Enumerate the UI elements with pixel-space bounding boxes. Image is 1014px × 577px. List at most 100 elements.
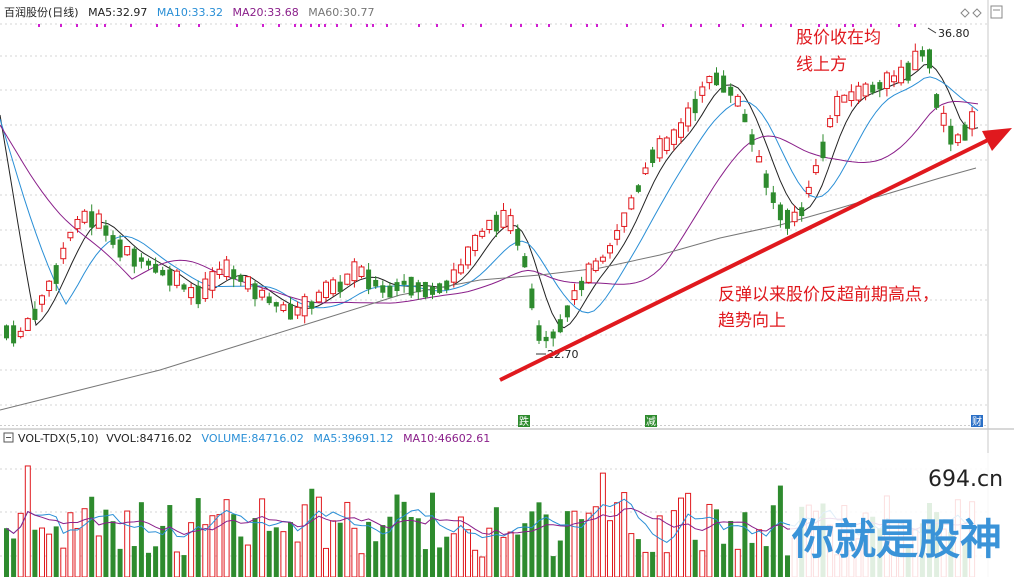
candle-up: [592, 260, 599, 271]
candle-down: [579, 280, 585, 291]
volume-bar-up: [330, 520, 337, 577]
candle-down: [4, 325, 9, 339]
candle-down: [11, 325, 17, 344]
volume-bar-down: [763, 546, 769, 577]
candle-up: [472, 234, 479, 252]
volume-bar-up: [74, 527, 81, 577]
volume-bar-down: [110, 521, 116, 577]
candle-up: [883, 72, 890, 89]
candle-down: [53, 265, 59, 284]
candle-down: [749, 134, 755, 145]
candle-up: [614, 230, 621, 240]
candle-down: [820, 141, 826, 159]
candle-up: [685, 107, 692, 127]
volume-bar-down: [273, 527, 279, 577]
volume-bar-down: [181, 555, 187, 577]
annotation-top-2: 线上方: [796, 55, 847, 75]
candle-up: [244, 276, 251, 290]
candle-down: [153, 263, 159, 273]
volume-bar-down: [635, 539, 641, 577]
signal-dot: [60, 24, 62, 27]
signal-dot: [350, 24, 352, 27]
volume-bar-up: [479, 556, 486, 577]
marker-fall[interactable]: [518, 415, 530, 427]
candle-down: [146, 260, 151, 266]
volume-bar-up: [621, 492, 628, 577]
candle-up: [756, 156, 763, 163]
signal-dot: [898, 24, 900, 27]
candle-down: [238, 275, 244, 282]
candle-up: [301, 296, 308, 317]
candle-up: [330, 279, 337, 295]
candle-down: [529, 288, 535, 309]
volume-bar-down: [692, 539, 698, 577]
diamond-outline-icon[interactable]: [972, 8, 982, 18]
volume-bar-down: [160, 525, 166, 577]
volume-bar-down: [380, 525, 386, 577]
candle-up: [706, 75, 713, 84]
volume-bar-down: [536, 502, 542, 577]
signal-dot: [870, 24, 872, 27]
volume-bar-down: [103, 509, 109, 577]
candle-up: [812, 165, 819, 174]
volume-bar-down: [408, 516, 414, 577]
signal-dot: [462, 24, 464, 27]
candle-up: [805, 186, 812, 195]
volume-bar-up: [223, 499, 230, 577]
candle-up: [323, 281, 329, 299]
candle-down: [770, 192, 776, 203]
candle-up: [124, 246, 131, 256]
signal-dot: [770, 24, 772, 27]
diamond-icon[interactable]: [960, 8, 970, 18]
candle-down: [415, 282, 421, 293]
volume-bar-down: [387, 516, 393, 577]
volume-bar-up: [614, 502, 621, 577]
annotation-mid-1: 反弹以来股价反超前期高点，: [718, 285, 939, 305]
volume-bar-up: [500, 536, 507, 577]
candle-up: [67, 231, 74, 239]
candle-up: [912, 50, 919, 71]
candle-up: [855, 85, 862, 101]
volume-bar-down: [366, 521, 372, 577]
candle-down: [160, 269, 166, 276]
volume-bar-up: [706, 503, 713, 577]
ma20-line: [0, 100, 979, 304]
volume-bar-down: [337, 522, 343, 577]
volume-bar-up: [173, 551, 180, 577]
collapse-icon[interactable]: [3, 432, 14, 443]
candle-up: [209, 271, 216, 291]
candle-up: [699, 86, 706, 96]
volume-bar-up: [216, 514, 223, 577]
volume-bar-up: [571, 510, 578, 577]
moving-averages: [0, 63, 979, 411]
candle-down: [138, 257, 144, 262]
volume-bar-up: [60, 547, 67, 577]
volume-bar-down: [309, 488, 315, 577]
candle-down: [948, 125, 954, 145]
volume-bar-up: [656, 515, 663, 577]
volume-bar-up: [344, 501, 351, 577]
volume-bar-down: [401, 501, 407, 577]
candle-up: [486, 219, 493, 230]
volume-bar-down: [777, 485, 783, 577]
restore-icon[interactable]: [990, 5, 1003, 19]
volume-bar-down: [4, 528, 9, 577]
candle-down: [373, 279, 379, 287]
candle-down: [110, 235, 116, 245]
volume-bar-down: [522, 523, 528, 577]
volume-bar-up: [450, 533, 457, 577]
candle-up: [24, 318, 31, 331]
marker-reduce[interactable]: [645, 415, 657, 427]
signal-dot: [626, 24, 628, 27]
marker-finance[interactable]: [971, 415, 983, 427]
signal-dot: [418, 24, 420, 27]
volume-bar-down: [266, 530, 272, 577]
signal-dot: [262, 24, 264, 27]
signal-dot: [690, 24, 692, 27]
volume-bar-down: [32, 529, 38, 577]
signal-dot: [570, 24, 572, 27]
candle-up: [17, 330, 24, 338]
candles: [4, 43, 976, 349]
candle-down: [181, 284, 187, 290]
